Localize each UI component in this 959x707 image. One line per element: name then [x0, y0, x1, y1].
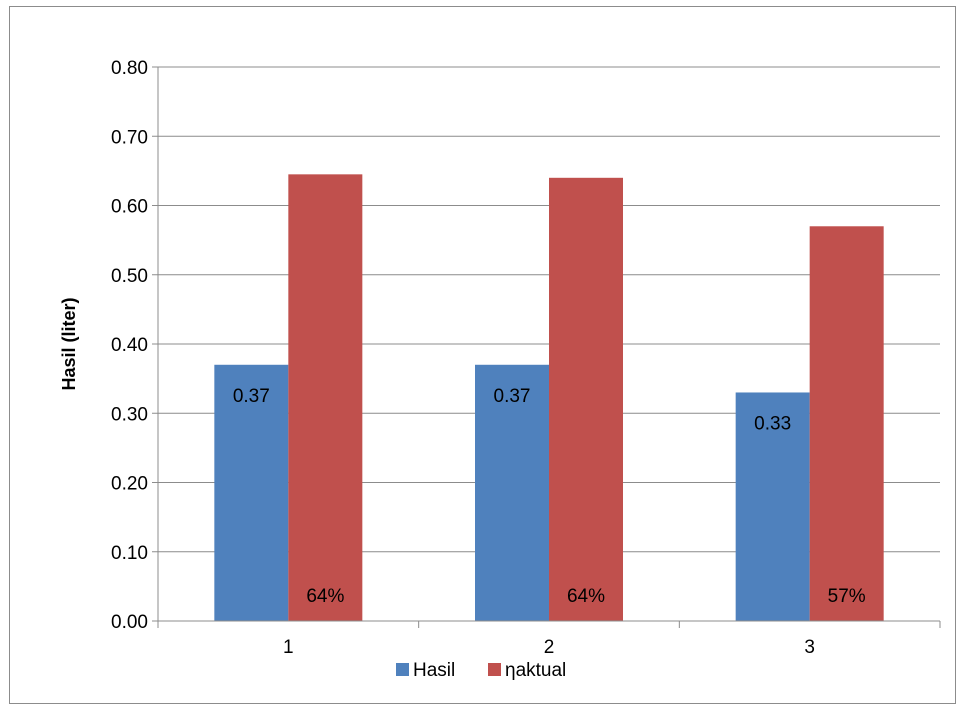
- x-tick-label: 3: [804, 637, 815, 658]
- x-tick-label: 1: [283, 637, 294, 658]
- legend-swatch: [488, 663, 501, 676]
- data-label: 0.33: [754, 413, 791, 434]
- x-tick-label: 2: [544, 637, 555, 658]
- y-tick-label: 0.80: [111, 58, 148, 79]
- data-label: 0.37: [494, 386, 531, 407]
- bar-eta-aktual: [549, 177, 623, 622]
- legend-swatch: [396, 663, 409, 676]
- y-tick-label: 0.00: [111, 612, 148, 633]
- data-label: 64%: [567, 586, 605, 607]
- bar-hasil: [735, 392, 810, 621]
- bar-hasil: [214, 364, 289, 621]
- y-axis-ticks: 0.00 0.10 0.20 0.30 0.40 0.50 0.60 0.70 0.80: [111, 58, 159, 633]
- y-tick-label: 0.20: [111, 474, 148, 495]
- y-tick-label: 0.70: [111, 127, 148, 148]
- legend: Hasil ηaktual: [396, 660, 566, 681]
- bars: [214, 174, 884, 622]
- legend-label: ηaktual: [505, 660, 566, 681]
- y-axis-title: Hasil (liter): [59, 297, 79, 390]
- data-label: 64%: [306, 586, 344, 607]
- y-tick-label: 0.30: [111, 404, 148, 425]
- legend-label: Hasil: [413, 660, 455, 681]
- y-tick-label: 0.40: [111, 335, 148, 356]
- data-labels: 0.37 0.37 0.33 64% 64% 57%: [233, 386, 866, 607]
- data-label: 57%: [828, 586, 866, 607]
- bar-eta-aktual: [288, 174, 363, 621]
- x-axis: 1 2 3: [157, 620, 941, 658]
- y-tick-label: 0.10: [111, 543, 148, 564]
- bar-hasil: [475, 364, 549, 621]
- y-tick-label: 0.50: [111, 266, 148, 287]
- data-label: 0.37: [233, 386, 270, 407]
- y-tick-label: 0.60: [111, 197, 148, 218]
- bar-eta-aktual: [809, 226, 884, 621]
